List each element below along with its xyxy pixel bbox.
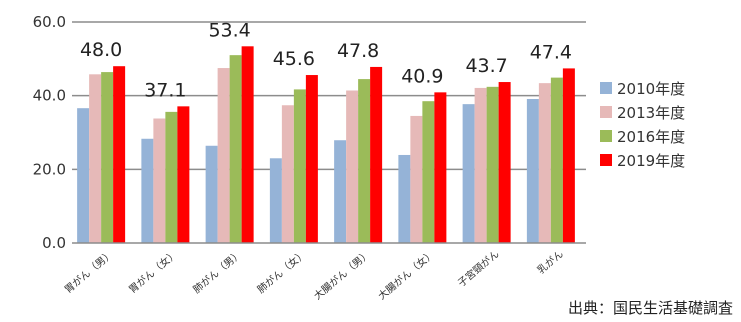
y-tick-label: 0.0 [42, 234, 66, 252]
x-tick-labels: 胃がん（男） 胃がん（女） 肺がん（男） 肺がん（女） 大腸がん（男） 大腸がん（女） 子宮… [62, 247, 566, 302]
bar [538, 83, 551, 243]
category-label: 大腸がん（女） [375, 247, 437, 302]
data-label: 43.7 [465, 55, 507, 77]
legend-swatch [600, 82, 612, 94]
bar [358, 79, 371, 243]
data-labels: 48.0 37.1 53.4 45.6 47.8 40.9 43.7 47.4 [80, 19, 572, 101]
bar [89, 74, 102, 243]
bar [77, 108, 90, 243]
data-label: 53.4 [208, 19, 250, 41]
bar [474, 87, 487, 243]
data-label: 37.1 [144, 79, 186, 101]
bar [422, 101, 435, 243]
bar [293, 89, 306, 243]
bar [434, 92, 447, 243]
bar [334, 140, 347, 243]
category-label: 胃がん（女） [126, 247, 180, 296]
category-label: 胃がん（男） [62, 247, 116, 296]
category-label: 肺がん（男） [190, 247, 244, 296]
bar [217, 68, 230, 244]
legend-label: 2019年度 [617, 152, 685, 170]
data-label: 47.4 [530, 41, 572, 63]
bar [241, 46, 254, 244]
legend-swatch [600, 154, 612, 166]
bar [305, 75, 318, 243]
bar [229, 55, 242, 244]
data-label: 47.8 [337, 40, 379, 62]
legend-label: 2010年度 [617, 80, 685, 98]
bar [346, 90, 359, 243]
category-label: 乳がん [534, 247, 565, 276]
bar [526, 98, 539, 244]
bar [281, 105, 294, 243]
bar [141, 138, 154, 243]
data-label: 48.0 [80, 39, 122, 61]
legend-swatch [600, 130, 612, 142]
bar [269, 158, 282, 243]
bar [398, 154, 411, 243]
bar [113, 66, 126, 243]
category-label: 肺がん（女） [254, 247, 308, 296]
bar [486, 86, 499, 244]
bar [153, 118, 166, 243]
legend: 2010年度 2013年度 2016年度 2019年度 [600, 80, 685, 170]
bar [410, 115, 423, 243]
legend-label: 2016年度 [617, 128, 685, 146]
bar [101, 72, 114, 244]
y-tick-label: 60.0 [33, 13, 66, 31]
data-label: 45.6 [273, 48, 315, 70]
category-label: 子宮頸がん [455, 247, 502, 289]
category-label: 大腸がん（男） [311, 247, 373, 302]
bars [77, 46, 575, 244]
bar [550, 77, 563, 243]
y-tick-label: 20.0 [33, 160, 66, 178]
bar [462, 104, 475, 243]
bar [498, 82, 511, 243]
source-note: 出典：国民生活基礎調査 [567, 299, 733, 317]
bar [177, 106, 190, 244]
y-tick-labels: 0.0 20.0 40.0 60.0 [33, 13, 66, 252]
bar [370, 66, 383, 243]
bar [165, 111, 178, 243]
legend-swatch [600, 106, 612, 118]
data-label: 40.9 [401, 65, 443, 87]
legend-label: 2013年度 [617, 104, 685, 122]
bar [562, 68, 575, 243]
bar [205, 145, 218, 243]
y-tick-label: 40.0 [33, 87, 66, 105]
